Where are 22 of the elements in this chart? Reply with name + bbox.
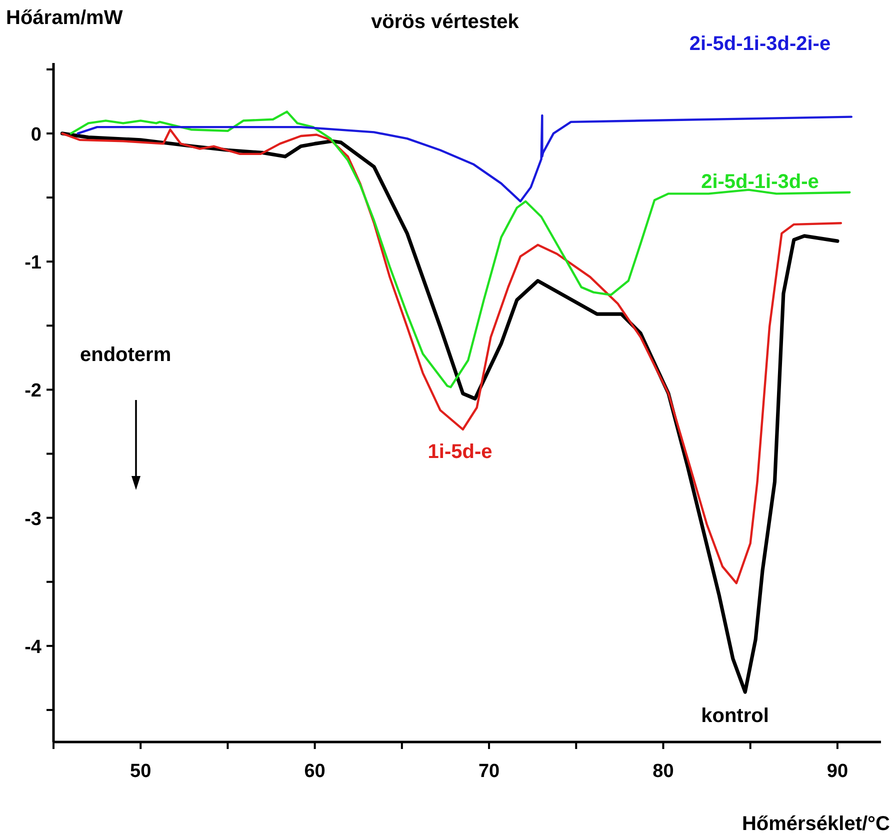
x-tick-label: 50 [130,761,152,782]
chart-title: vörös vértestek [371,11,520,33]
series-label: 2i-5d-1i-3d-e [701,171,819,193]
y-tick-label: -3 [24,508,42,530]
y-axis-title: Hőáram/mW [6,7,123,29]
x-tick-label: 80 [652,761,674,782]
x-tick-label: 60 [304,761,326,782]
x-tick-label: 90 [826,761,848,782]
x-axis-title: Hőmérséklet/°C [742,813,890,835]
line-series [60,132,840,694]
y-tick-label: 0 [30,124,42,146]
x-tick-label: 70 [478,761,500,782]
y-tick-label: -4 [24,636,42,658]
series-label: kontrol [701,705,769,727]
series-label: 1i-5d-e [428,441,492,463]
line-series [76,114,852,202]
annotation: endoterm [80,344,172,366]
line-series [61,128,842,584]
y-tick-label: -1 [24,252,42,274]
y-tick-label: -2 [24,380,42,402]
line-series [70,110,851,388]
text: 2i-5d-1i-3d-2i-e [689,33,831,55]
